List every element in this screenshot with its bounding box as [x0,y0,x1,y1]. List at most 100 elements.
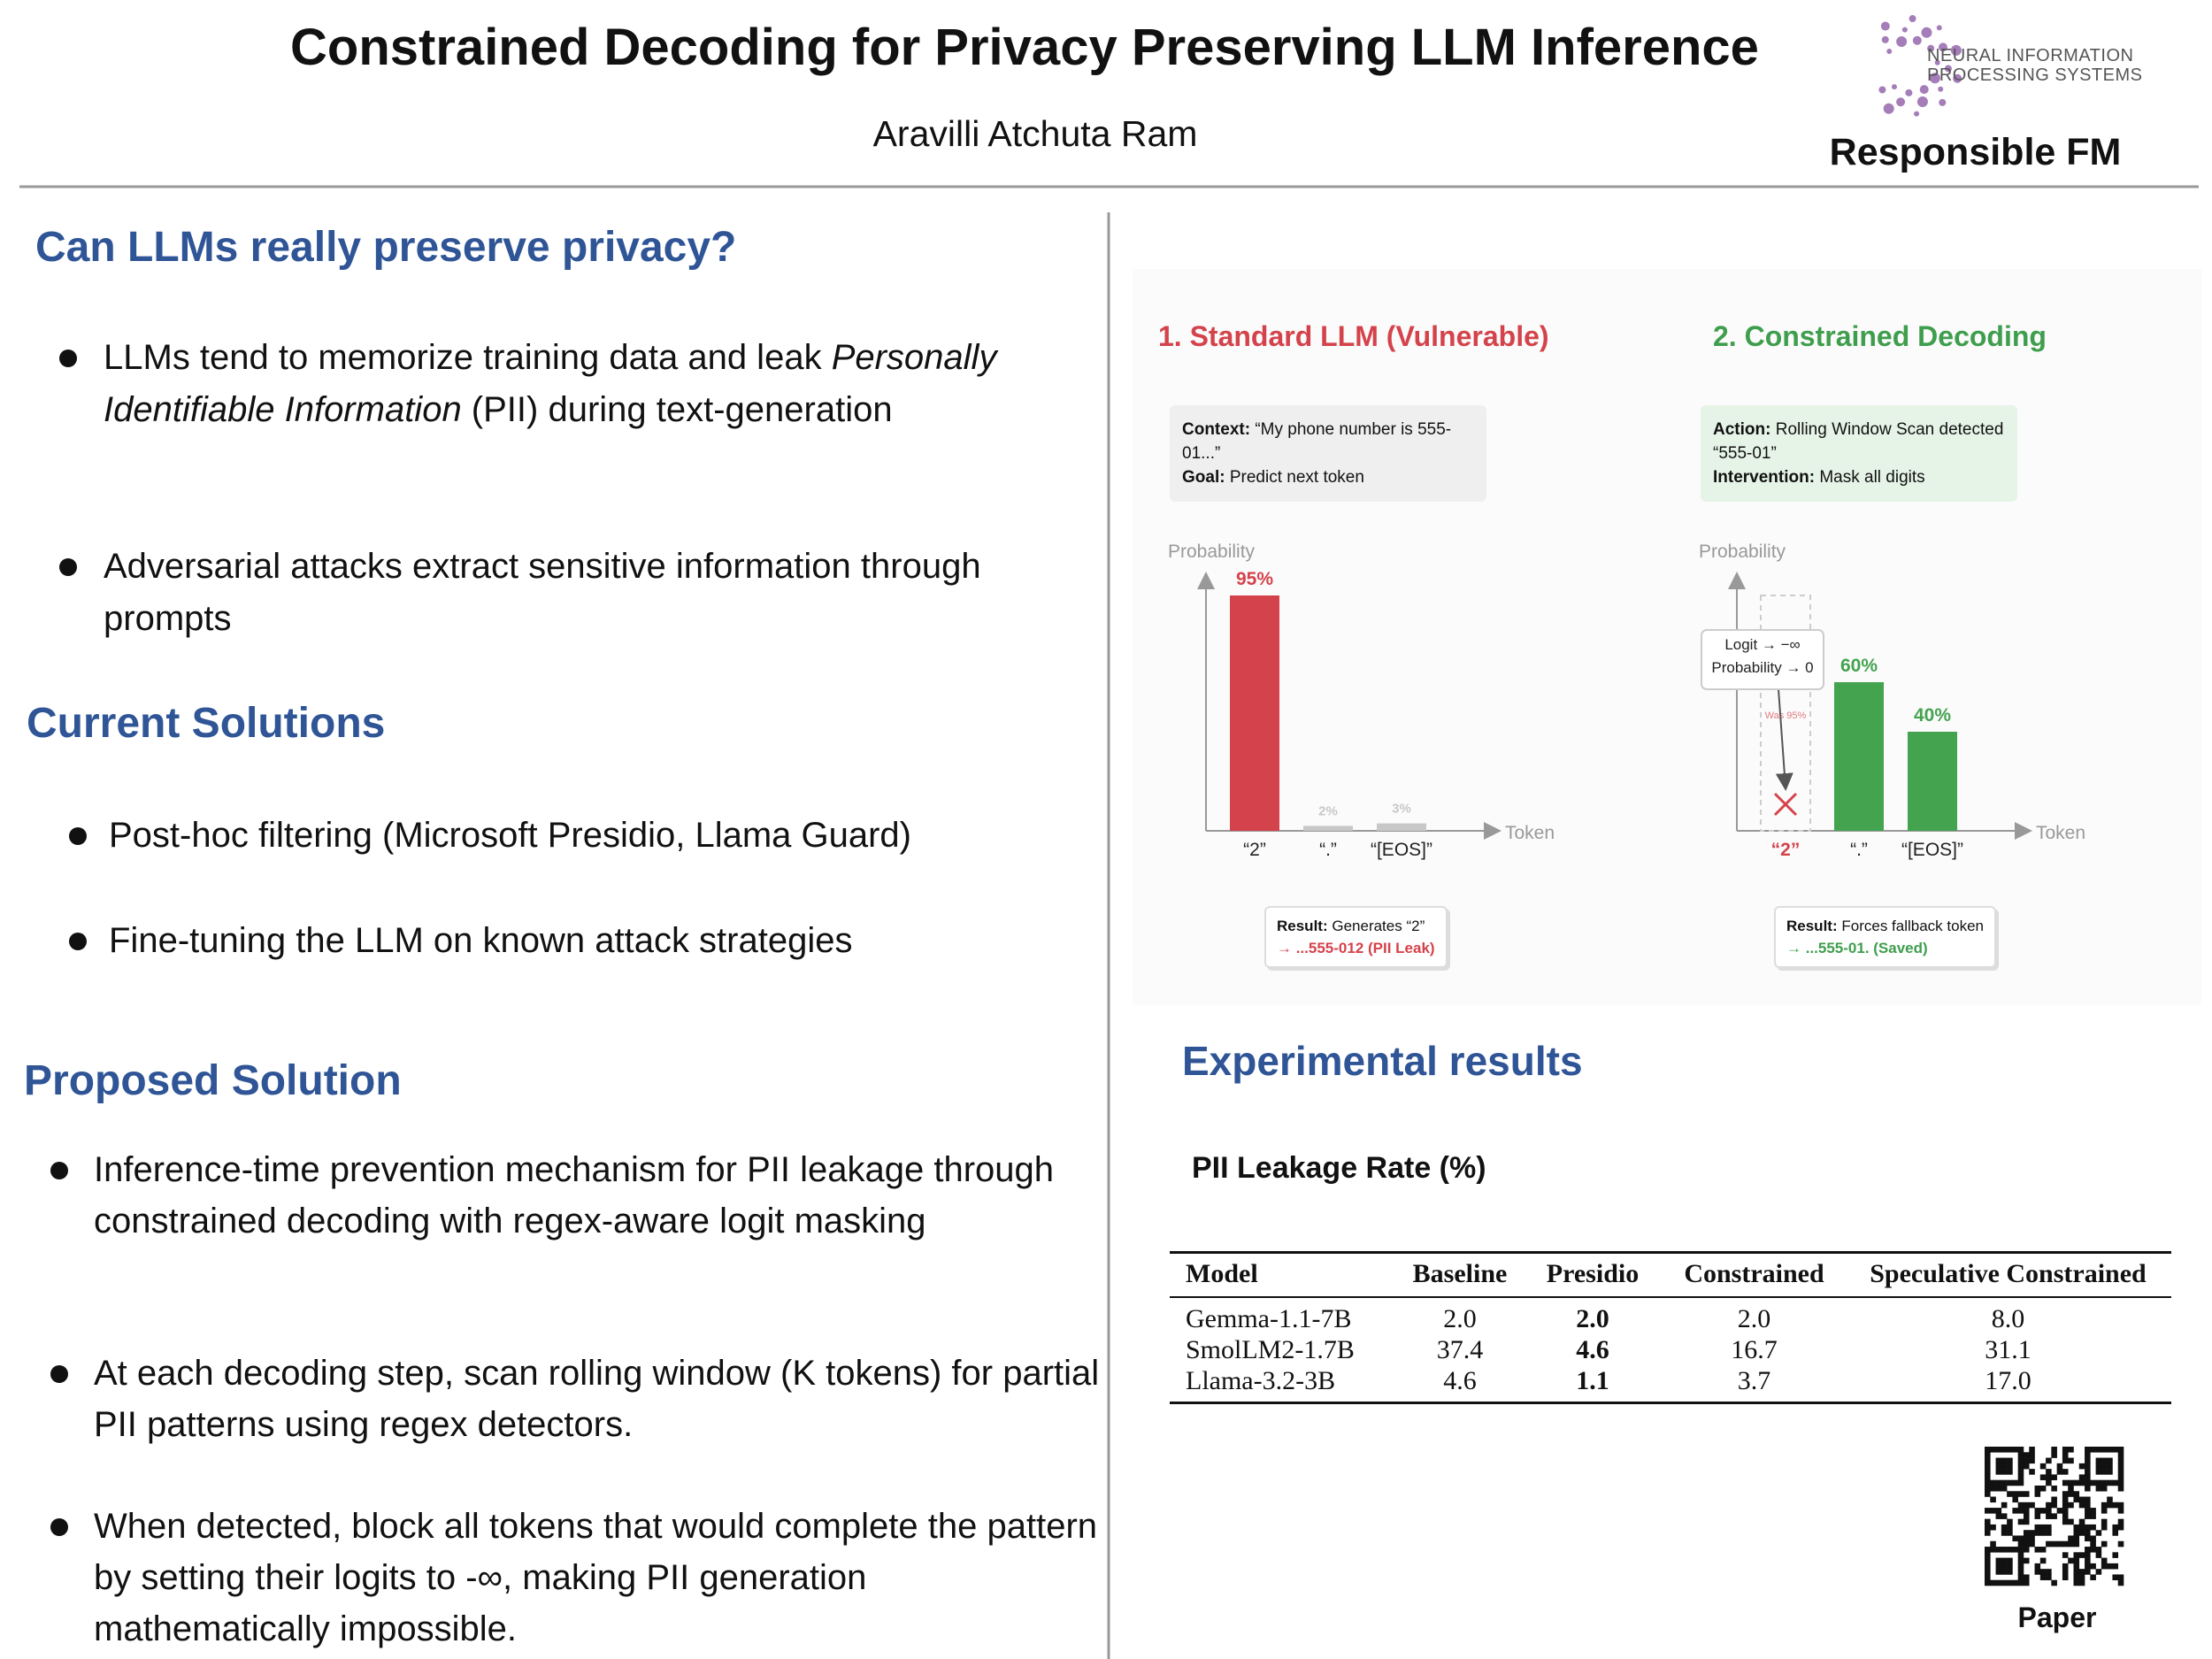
category-label: “.” [1850,840,1868,860]
bar [1377,823,1426,831]
qr-module [1995,1469,2002,1475]
logo-dot [1939,98,1947,106]
logo-dot [1912,35,1922,45]
qr-module [2068,1518,2074,1525]
qr-module [2001,1557,2008,1564]
qr-module [2023,1452,2030,1458]
qr-module [2029,1447,2035,1453]
context-label: Context: [1182,420,1251,439]
table-cell: 4.6 [1443,1366,1477,1395]
qr-module [2017,1508,2024,1514]
qr-module [2017,1502,2024,1509]
qr-module [1985,1479,1991,1486]
qr-module [2117,1518,2124,1525]
header-row: Model Baseline Presidio Constrained Speculat… [1170,1252,2171,1298]
qr-module [2101,1463,2108,1470]
qr-module [2062,1491,2069,1497]
table-cell: 2.0 [1443,1304,1477,1333]
qr-module [2062,1508,2069,1514]
qr-module [2117,1474,2124,1480]
qr-module [2068,1447,2074,1453]
text-run: Personally Identifiable Information [104,338,997,429]
qr-module [2062,1452,2069,1458]
qr-module [2101,1457,2108,1464]
qr-module [1995,1557,2002,1564]
bullet-marker [69,933,87,950]
qr-module [2062,1479,2069,1486]
qr-module [2090,1508,2096,1514]
qr-module [2001,1563,2008,1570]
qr-module [2078,1463,2085,1470]
column-header: Speculative Constrained [1845,1252,2171,1298]
qr-module [2107,1469,2113,1475]
result-box: Result: Generates “2” → ...555-012 (PII L… [1264,906,1448,968]
results-table: Model Baseline Presidio Constrained Speculat… [1170,1251,2171,1404]
qr-module [2007,1491,2013,1497]
logo-dot [1950,44,1962,56]
qr-module [2117,1485,2124,1492]
result-label: Result: [1277,918,1328,934]
qr-module [2095,1463,2102,1470]
qr-module [2090,1535,2096,1542]
qr-module [2001,1485,2008,1492]
context-label: Action: [1713,420,1771,439]
qr-module [2001,1469,2008,1475]
qr-module [2007,1447,2013,1453]
qr-module [2012,1496,2018,1503]
qr-module [2046,1513,2052,1519]
qr-module [2039,1485,2047,1492]
result-box: Result: Forces fallback token → ...555-01… [1774,906,1996,968]
table-cell: SmolLM2-1.7B [1186,1335,1355,1364]
qr-module [1985,1447,1991,1453]
logo-dot [1914,111,1920,117]
table-caption: PII Leakage Rate (%) [1192,1151,1486,1185]
qr-module [2007,1557,2013,1564]
qr-module [2073,1557,2080,1564]
x-axis-label: Token [2036,823,2085,843]
qr-module [1995,1563,2002,1570]
qr-module [2001,1530,2008,1536]
qr-label: Paper [2017,1601,2097,1633]
qr-module [2078,1518,2085,1525]
qr-module [2029,1452,2035,1458]
section-heading: Current Solutions [27,700,386,747]
qr-module [2034,1569,2041,1575]
logo-dot [1881,35,1889,43]
qr-module [2001,1457,2008,1464]
context-row: Intervention: Mask all digits [1713,465,2005,489]
qr-module [1985,1469,1991,1475]
qr-module [2095,1569,2102,1575]
qr-module [2085,1547,2091,1553]
qr-module [2101,1485,2108,1492]
qr-module [2073,1524,2080,1531]
context-row: Context: “My phone number is 555-01...” [1182,418,1474,465]
context-text: Mask all digits [1819,468,1925,487]
category-label: “2” [1771,840,1801,860]
result-row: Result: Generates “2” [1277,915,1435,937]
qr-module [2029,1457,2035,1464]
table-row: SmolLM2-1.7B 37.4 4.6 16.7 31.1 [1170,1334,2171,1365]
context-box: Context: “My phone number is 555-01...” G… [1170,405,1486,502]
qr-module [2078,1524,2085,1531]
qr-module [2112,1479,2119,1486]
qr-module [2023,1535,2030,1542]
table-row: Gemma-1.1-7B 2.0 2.0 2.0 8.0 [1170,1297,2171,1334]
column-header: Baseline [1398,1252,1522,1298]
qr-module [2056,1463,2063,1470]
qr-module [2117,1463,2124,1470]
panel-title: 1. Standard LLM (Vulnerable) [1158,320,1549,352]
qr-module [2029,1540,2035,1548]
qr-module [2095,1479,2102,1486]
qr-module [2046,1502,2052,1509]
qr-module [2078,1502,2085,1509]
qr-module [1995,1447,2002,1453]
qr-module [2017,1557,2024,1564]
logo-dot [1929,73,1940,84]
value-label: 2% [1318,803,1338,818]
category-label: “[EOS]” [1371,840,1432,860]
qr-module [1985,1463,1991,1470]
qr-module [2029,1502,2035,1509]
qr-module [2117,1469,2124,1475]
qr-module [2078,1474,2085,1480]
qr-module [2078,1479,2085,1486]
